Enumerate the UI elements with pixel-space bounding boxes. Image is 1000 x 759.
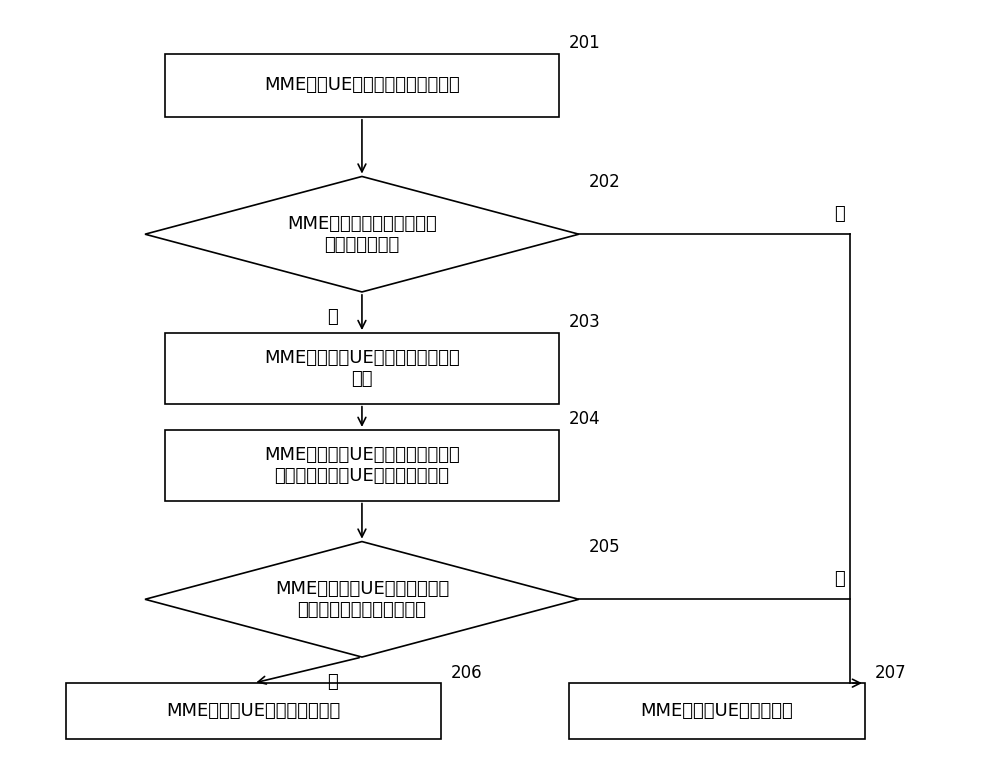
Text: MME获取所述UE的历史跟踪区更新
请求: MME获取所述UE的历史跟踪区更新 请求 [264, 349, 460, 388]
Text: 202: 202 [589, 173, 620, 191]
Text: 否: 否 [834, 205, 845, 223]
FancyBboxPatch shape [165, 333, 559, 404]
Text: 205: 205 [589, 538, 620, 556]
FancyBboxPatch shape [569, 683, 865, 739]
Text: 204: 204 [569, 411, 601, 428]
Text: MME根据所述UE的历史跟踪区更新
请求，确定所述UE的移动特性参数: MME根据所述UE的历史跟踪区更新 请求，确定所述UE的移动特性参数 [264, 446, 460, 484]
Text: MME为所述UE配置跟踪区: MME为所述UE配置跟踪区 [641, 702, 793, 720]
Text: 207: 207 [875, 663, 906, 682]
Text: MME检测计算负荷是否小于
等于第一预设值: MME检测计算负荷是否小于 等于第一预设值 [287, 215, 437, 254]
Text: MME为所述UE配置跟踪区列表: MME为所述UE配置跟踪区列表 [166, 702, 341, 720]
FancyBboxPatch shape [165, 54, 559, 117]
Text: 是: 是 [327, 673, 338, 691]
Text: 203: 203 [569, 313, 601, 332]
FancyBboxPatch shape [165, 430, 559, 501]
Polygon shape [145, 542, 579, 657]
Text: 201: 201 [569, 34, 601, 52]
Text: 是: 是 [327, 308, 338, 326]
Text: 206: 206 [451, 663, 482, 682]
Text: MME检测所述UE的移动特性参
数是否大于等于第二预设值: MME检测所述UE的移动特性参 数是否大于等于第二预设值 [275, 580, 449, 619]
Text: 否: 否 [834, 570, 845, 588]
Polygon shape [145, 176, 579, 292]
Text: MME接收UE发送的跟踪区更新请求: MME接收UE发送的跟踪区更新请求 [264, 76, 460, 94]
FancyBboxPatch shape [66, 683, 441, 739]
